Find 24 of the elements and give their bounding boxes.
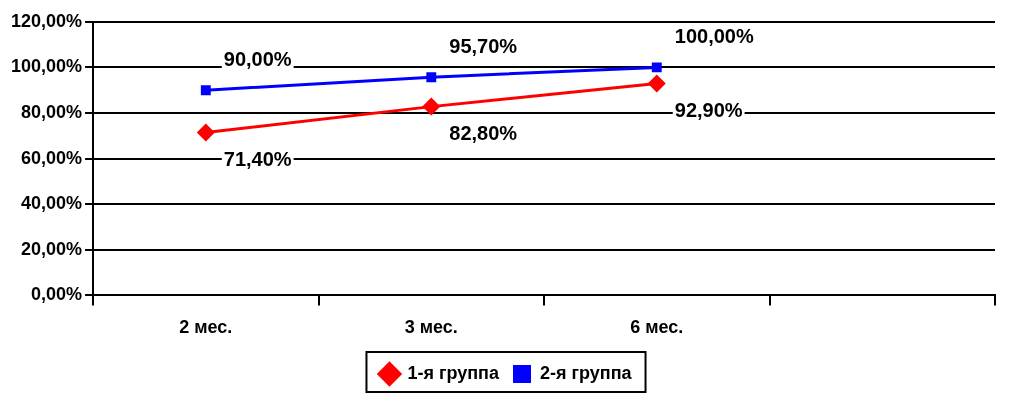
x-tick-label: 6 мес. — [630, 317, 684, 338]
data-label: 100,00% — [674, 24, 754, 47]
legend-label: 2-я группа — [540, 362, 633, 383]
y-tick-label: 100,00% — [11, 56, 83, 77]
point — [422, 97, 441, 116]
y-tick-label: 20,00% — [21, 238, 83, 259]
data-label: 71,40% — [223, 148, 292, 171]
y-tick-label: 60,00% — [21, 147, 83, 168]
point — [426, 72, 437, 83]
y-tick-label: 40,00% — [21, 193, 83, 214]
x-tick-label: 2 мес. — [179, 317, 233, 338]
y-tick-label: 120,00% — [11, 10, 83, 31]
data-label: 95,70% — [449, 34, 518, 57]
data-label: 82,80% — [449, 122, 518, 145]
data-label: 90,00% — [223, 47, 292, 70]
point — [651, 62, 662, 73]
y-tick-label: 80,00% — [21, 101, 83, 122]
x-tick-label: 3 мес. — [404, 317, 458, 338]
data-label: 92,90% — [674, 99, 743, 122]
point — [200, 85, 211, 96]
y-tick-label: 0,00% — [31, 284, 83, 305]
point — [196, 123, 215, 142]
legend-label: 1-я группа — [407, 362, 500, 383]
point — [647, 74, 666, 93]
